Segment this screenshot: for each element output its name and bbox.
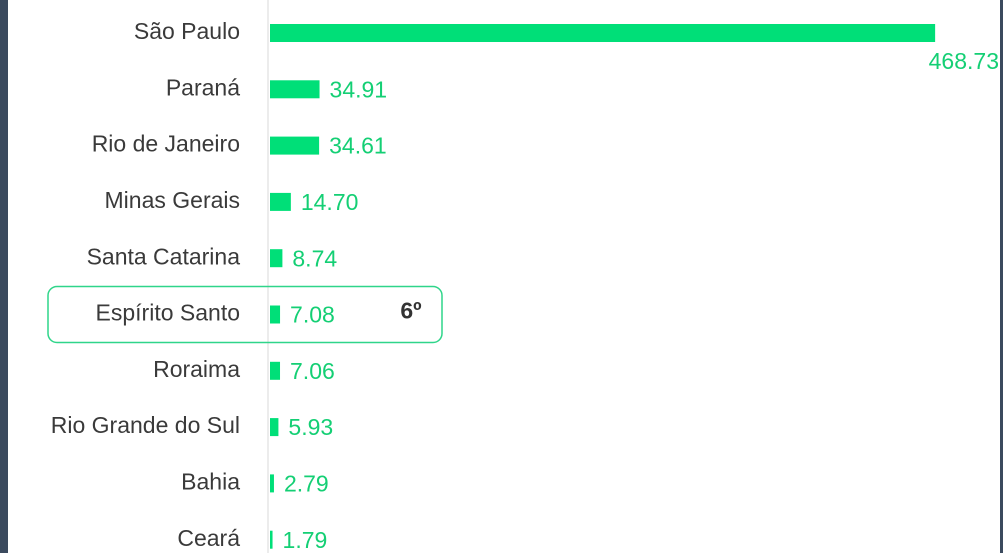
value-label: 34.91 [330,76,388,102]
left-border [0,0,8,553]
value-label: 7.06 [290,358,335,384]
bar [270,192,291,211]
bar [270,136,320,155]
value-label: 7.08 [290,302,335,328]
category-label: Bahia [181,468,240,494]
bar [270,249,283,268]
category-label: São Paulo [134,18,240,44]
right-border [1000,0,1003,553]
bar [270,530,273,549]
bar [270,474,274,493]
bar [270,361,281,380]
bar [270,305,281,324]
category-label: Ceará [177,525,240,551]
bar [270,80,320,99]
category-label: Rio de Janeiro [92,131,240,157]
value-label: 5.93 [288,414,333,440]
value-label: 34.61 [329,133,387,159]
highlight-label: 6º [400,298,421,324]
category-label: Minas Gerais [105,187,240,213]
category-label: Paraná [166,74,240,100]
value-label: 8.74 [292,245,337,271]
category-label: Roraima [153,356,240,382]
category-label: Espírito Santo [96,300,240,326]
value-label: 468.73 [929,48,999,74]
value-label: 14.70 [301,189,359,215]
value-label: 2.79 [284,470,329,496]
bar [270,418,279,437]
highlight-box [47,285,443,344]
value-label: 1.79 [283,527,328,553]
category-label: Santa Catarina [87,243,241,269]
category-label: Rio Grande do Sul [51,412,240,438]
bar [270,24,936,42]
